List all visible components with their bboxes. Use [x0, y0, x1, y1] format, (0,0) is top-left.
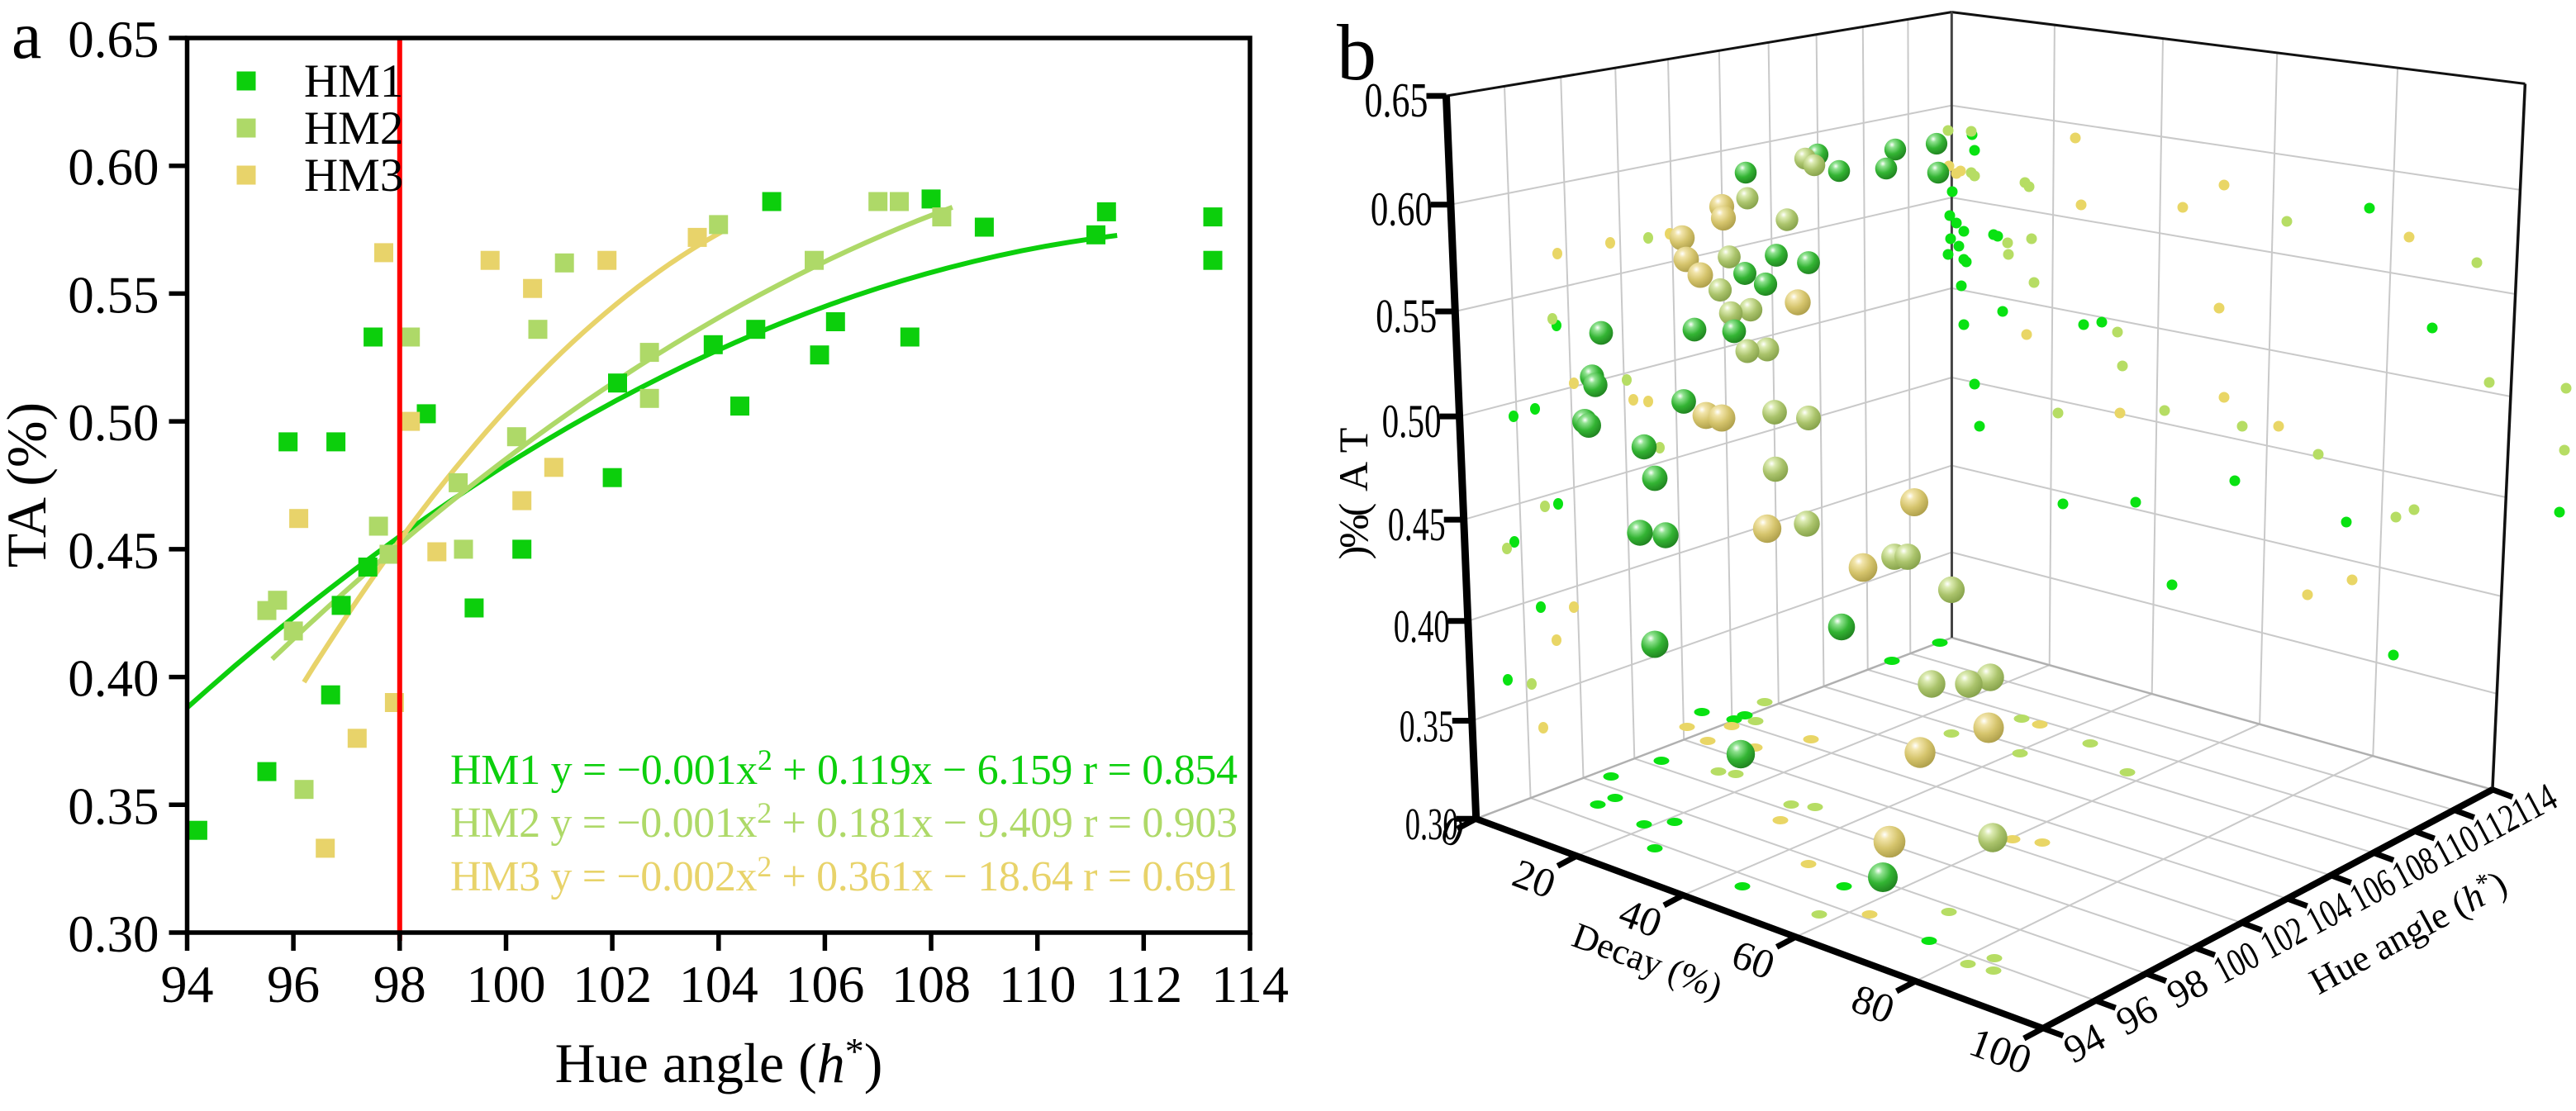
svg-text:A: A	[1330, 462, 1376, 491]
svg-text:98: 98	[2160, 960, 2215, 1017]
svg-text:0.40: 0.40	[1394, 601, 1450, 653]
svg-text:%: %	[1330, 514, 1376, 548]
svg-text:96: 96	[2109, 987, 2165, 1044]
svg-text:HM2 y = −0.001x2 + 0.181x − 9.: HM2 y = −0.001x2 + 0.181x − 9.409 r = 0.…	[450, 796, 1238, 847]
svg-text:0.30: 0.30	[68, 905, 159, 963]
svg-text:108: 108	[891, 955, 971, 1014]
svg-text:0.35: 0.35	[68, 777, 159, 835]
svg-text:0.55: 0.55	[1376, 289, 1437, 343]
svg-text:96: 96	[267, 955, 320, 1014]
svg-text:94: 94	[161, 955, 214, 1014]
svg-text:0.60: 0.60	[1371, 183, 1433, 236]
svg-text:102: 102	[2253, 908, 2313, 967]
svg-text:100: 100	[1964, 1018, 2038, 1084]
svg-text:0.35: 0.35	[1400, 701, 1454, 752]
svg-text:HM3 y = −0.002x2 + 0.361x − 18: HM3 y = −0.002x2 + 0.361x − 18.64 r = 0.…	[450, 850, 1238, 900]
svg-text:114: 114	[1211, 955, 1289, 1014]
svg-text:100: 100	[2207, 933, 2267, 992]
svg-text:0.55: 0.55	[68, 266, 159, 324]
svg-text:80: 80	[1846, 975, 1900, 1033]
svg-text:(: (	[1330, 503, 1376, 517]
svg-text:0.50: 0.50	[1382, 396, 1442, 448]
svg-text:0.45: 0.45	[1388, 499, 1446, 551]
svg-text:112: 112	[1105, 955, 1182, 1014]
svg-text:0.50: 0.50	[68, 394, 159, 452]
svg-text:20: 20	[1507, 849, 1561, 907]
svg-text:HM1 y = −0.001x2 + 0.119x − 6.: HM1 y = −0.001x2 + 0.119x − 6.159 r = 0.…	[450, 743, 1238, 794]
svg-text:Hue angle (h*): Hue angle (h*)	[555, 1030, 883, 1094]
svg-text:b: b	[1337, 8, 1376, 97]
svg-text:100: 100	[467, 955, 546, 1014]
svg-text:94: 94	[2057, 1014, 2113, 1071]
svg-text:HM3: HM3	[304, 150, 403, 202]
svg-text:0.65: 0.65	[68, 11, 159, 69]
svg-text:T: T	[1330, 428, 1376, 453]
svg-text:0.40: 0.40	[68, 650, 159, 708]
svg-text:0.45: 0.45	[68, 522, 159, 580]
svg-text:106: 106	[785, 955, 864, 1014]
svg-text:HM1: HM1	[304, 55, 403, 107]
svg-text:HM2: HM2	[304, 102, 403, 154]
svg-text:104: 104	[679, 955, 758, 1014]
svg-text:a: a	[12, 0, 41, 73]
svg-text:0.30: 0.30	[1405, 799, 1458, 849]
svg-text:60: 60	[1726, 931, 1780, 989]
svg-text:): )	[1330, 546, 1376, 560]
svg-text:0.65: 0.65	[1365, 73, 1428, 127]
svg-text:98: 98	[373, 955, 426, 1014]
svg-text:110: 110	[999, 955, 1077, 1014]
svg-text:TA (%): TA (%)	[0, 402, 58, 567]
svg-text:0.60: 0.60	[68, 139, 159, 197]
svg-text:102: 102	[573, 955, 652, 1014]
